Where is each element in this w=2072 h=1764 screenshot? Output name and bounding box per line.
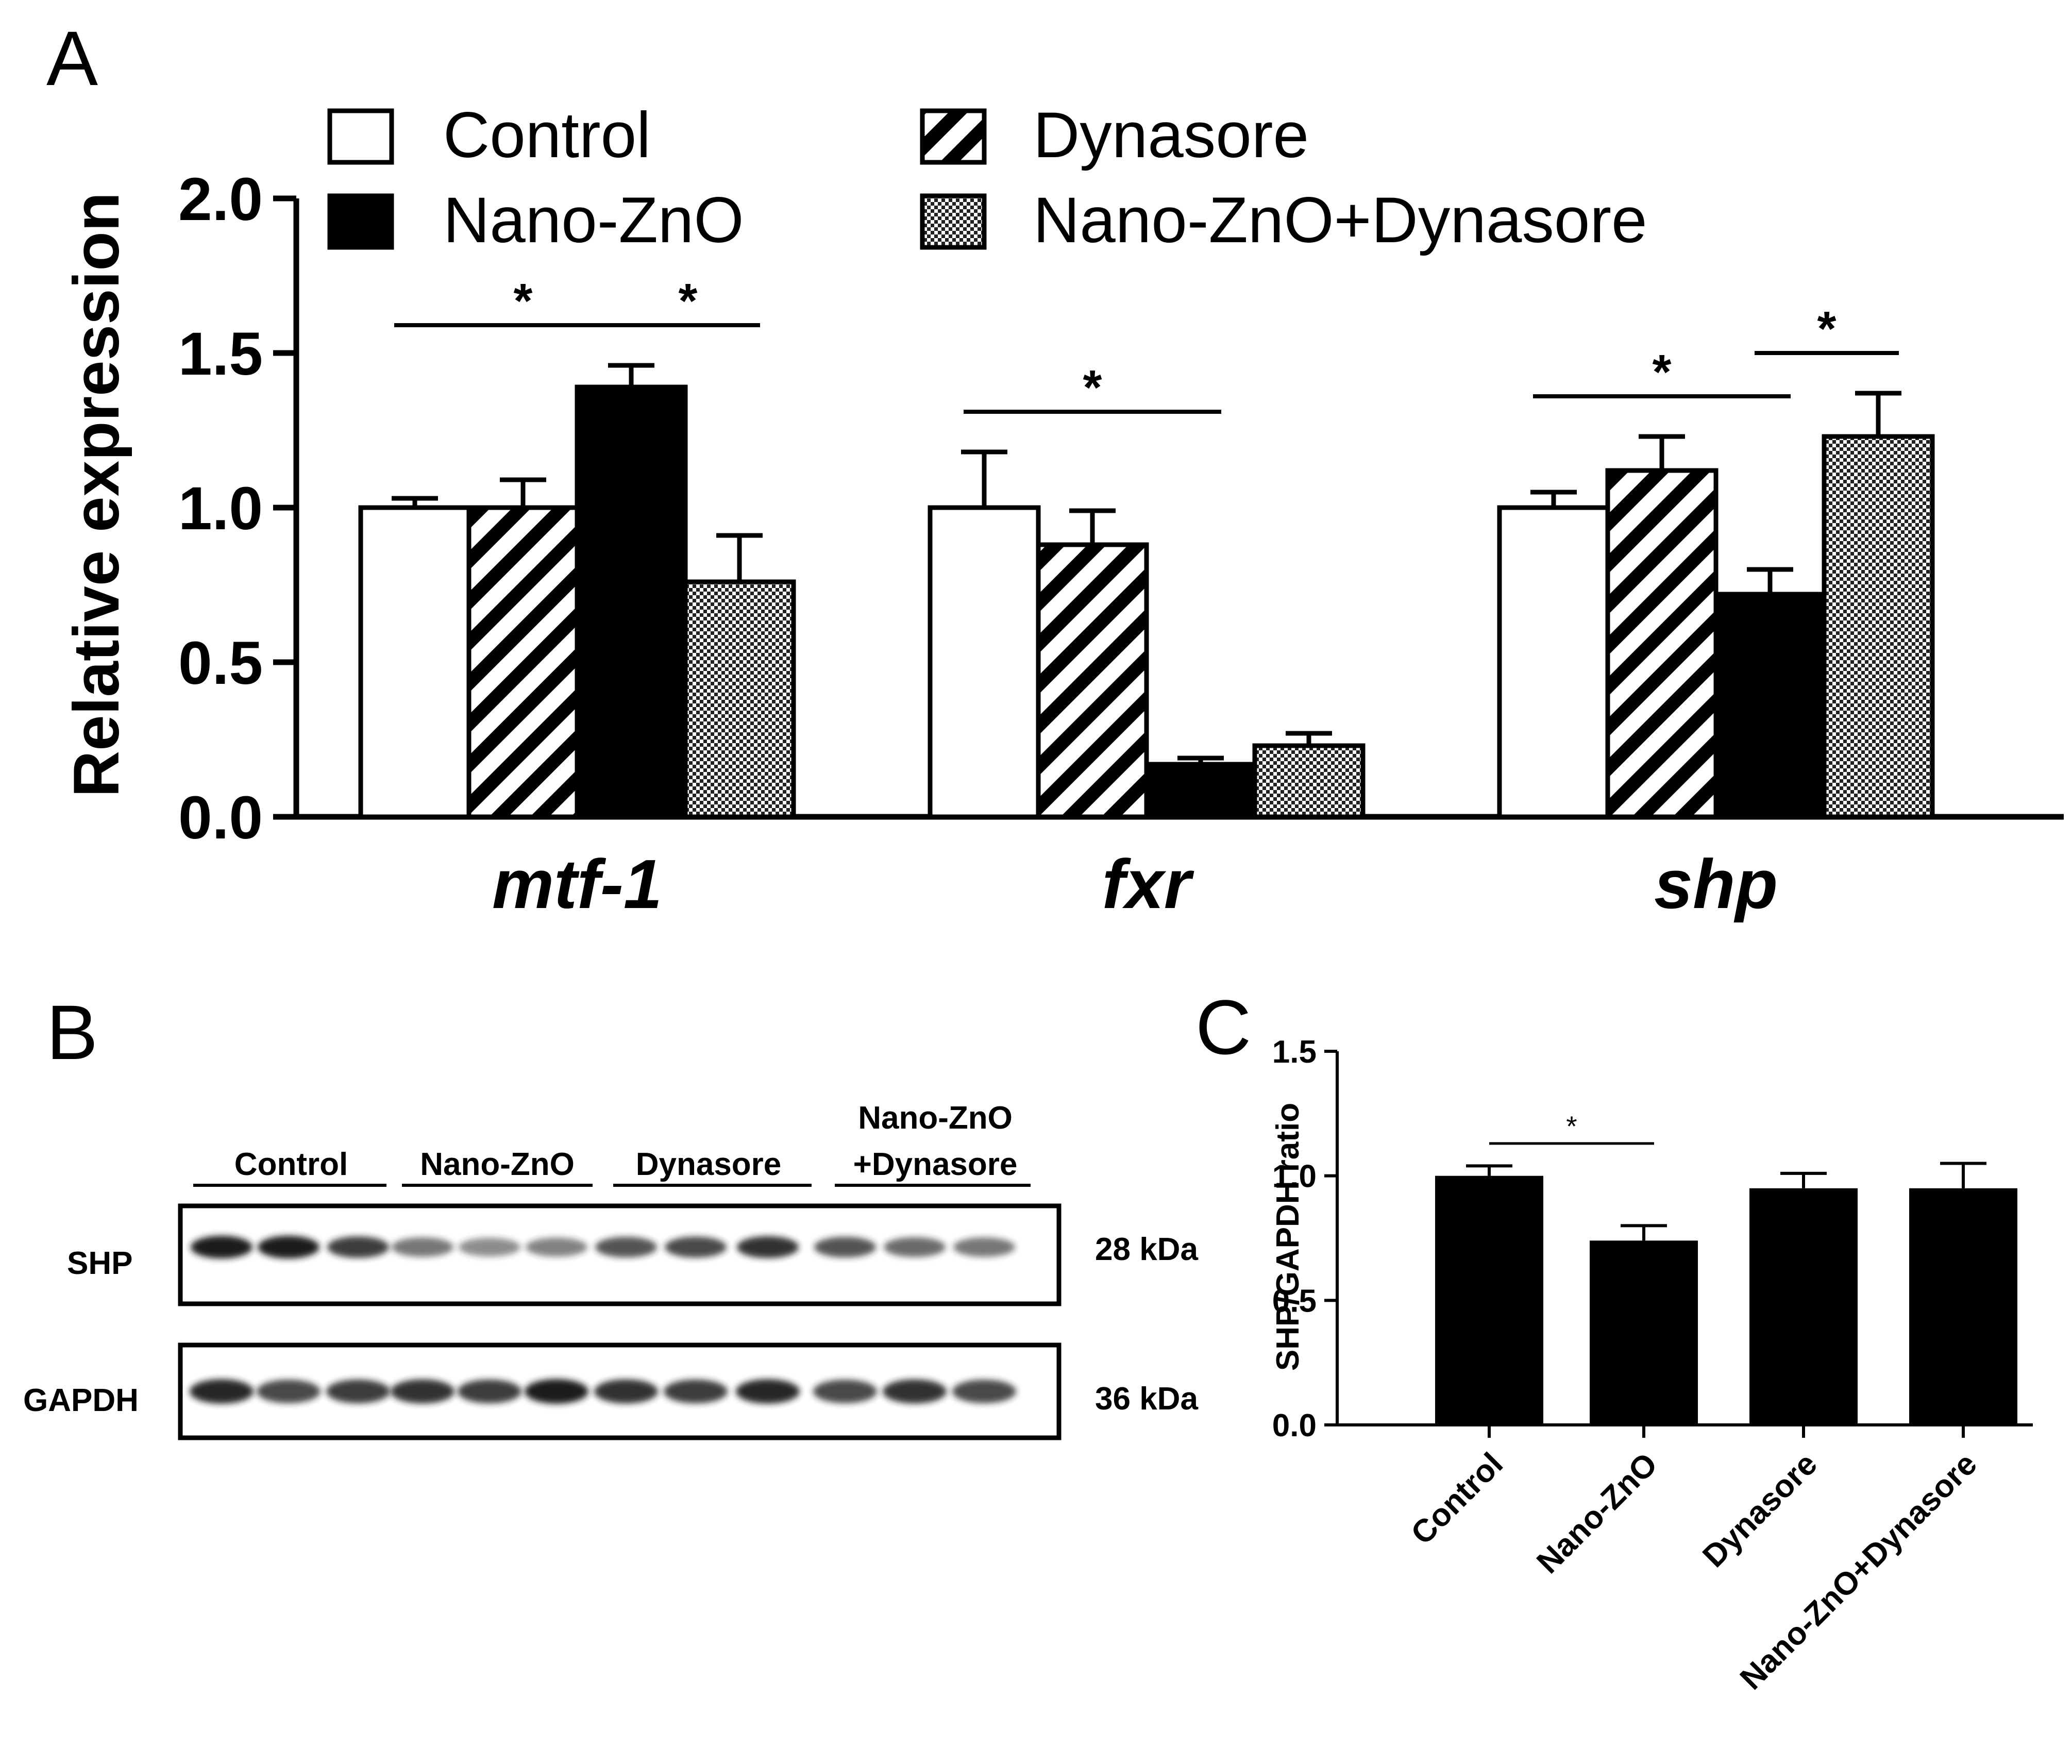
- legend-label-nano-zno-dynasore: Nano-ZnO+Dynasore: [1033, 184, 1647, 256]
- blot-band-gapdh: [391, 1379, 454, 1404]
- bar-fxr-nano-zno-dynasore: [1252, 743, 1366, 819]
- blot-band-gapdh: [813, 1380, 877, 1403]
- panel-a-ytick-label: 1.0: [178, 475, 263, 543]
- significance-star-fxr-1: *: [1083, 360, 1102, 415]
- legend-item-control: Control: [327, 99, 651, 171]
- panel-a-ytick-label: 0.0: [178, 784, 263, 852]
- panel-a-category-fxr: fxr: [1102, 845, 1194, 923]
- legend-swatch-dynasore: [920, 108, 987, 165]
- bar-shp-dynasore: [1605, 468, 1719, 819]
- panel-a-ytick-label: 1.5: [178, 320, 263, 388]
- panel-a-label: A: [46, 15, 98, 102]
- bar-c-control: [1435, 1175, 1543, 1425]
- blot-band-shp: [595, 1237, 657, 1257]
- legend-swatch-control: [327, 108, 394, 165]
- blot-size-gapdh: 36 kDa: [1095, 1381, 1198, 1417]
- blot-band-shp: [665, 1236, 727, 1258]
- blot-band-gapdh: [594, 1379, 658, 1404]
- blot-band-shp: [392, 1237, 453, 1257]
- legend-label-nano-zno: Nano-ZnO: [443, 184, 744, 256]
- blot-group-label-nano-zno-dynasore-2: +Dynasore: [853, 1147, 1018, 1182]
- legend-item-nano-zno: Nano-ZnO: [327, 184, 744, 256]
- significance-star-shp-1: *: [1653, 345, 1672, 399]
- bar-shp-nano-zno-dynasore: [1822, 434, 1935, 819]
- legend-label-control: Control: [443, 99, 651, 171]
- blot-group-label-nano-zno: Nano-ZnO: [420, 1147, 575, 1182]
- panel-a-legend: Control Dynasore Nano-ZnO Nano-ZnO+Dynas…: [327, 99, 1647, 256]
- panel-c-ytick-label: 1.0: [1272, 1159, 1317, 1195]
- significance-star-mtf-1-1: *: [514, 274, 533, 328]
- bar-mtf-1-nano-zno: [575, 384, 688, 819]
- blot-band-gapdh: [458, 1379, 521, 1404]
- bar-c-nano-zno-dynasore: [1909, 1188, 2017, 1425]
- panel-c-category-nano-zno: Nano-ZnO: [1530, 1446, 1664, 1581]
- panel-c-category-control: Control: [1404, 1446, 1510, 1552]
- blot-band-gapdh: [736, 1379, 800, 1404]
- blot-size-shp: 28 kDa: [1095, 1232, 1198, 1267]
- bar-mtf-1-dynasore: [466, 505, 580, 819]
- blot-group-label-dynasore: Dynasore: [636, 1147, 782, 1182]
- bar-fxr-dynasore: [1036, 542, 1149, 819]
- bar-shp-control: [1497, 505, 1610, 819]
- blot-band-gapdh: [190, 1379, 254, 1404]
- bar-c-dynasore: [1749, 1188, 1858, 1425]
- legend-item-nano-zno-dynasore: Nano-ZnO+Dynasore: [920, 184, 1647, 256]
- significance-star-shp-2: *: [1817, 301, 1837, 356]
- panel-c-ytick-label: 0.5: [1272, 1283, 1317, 1319]
- bar-mtf-1-nano-zno-dynasore: [683, 579, 796, 819]
- panel-a-ytick-label: 0.5: [178, 629, 263, 697]
- blot-band-shp: [327, 1236, 389, 1258]
- panel-c-label: C: [1195, 984, 1251, 1070]
- bar-shp-nano-zno: [1713, 592, 1827, 819]
- bar-c-nano-zno: [1590, 1240, 1698, 1425]
- blot-band-shp: [526, 1237, 587, 1257]
- blot-band-shp: [814, 1237, 876, 1257]
- blot-band-gapdh: [664, 1379, 728, 1404]
- blot-band-gapdh: [883, 1379, 947, 1404]
- blot-row-label-gapdh: GAPDH: [23, 1383, 139, 1418]
- blot-band-gapdh: [257, 1380, 321, 1403]
- bar-fxr-control: [928, 505, 1041, 819]
- blot-group-label-nano-zno-dynasore-1: Nano-ZnO: [858, 1100, 1013, 1136]
- panel-c-ylabel: SHP/GAPDH ratio: [1270, 1103, 1306, 1371]
- panel-c-ytick-label: 1.5: [1272, 1034, 1317, 1070]
- panel-b-label: B: [46, 989, 98, 1076]
- blot-band-shp: [258, 1236, 319, 1258]
- blot-band-gapdh: [326, 1379, 390, 1404]
- blot-bands: [190, 1236, 1016, 1404]
- panel-a-chart: 0.0 0.5 1.0 1.5 2.0 mtf-1 fxr shp * * * * *: [178, 165, 2064, 923]
- bar-mtf-1-control: [358, 505, 471, 819]
- legend-swatch-nano-zno: [327, 193, 394, 250]
- panel-c-category-dynasore: Dynasore: [1696, 1446, 1824, 1574]
- blot-band-shp: [459, 1238, 520, 1256]
- blot-band-shp: [884, 1237, 946, 1257]
- blot-band-gapdh: [952, 1380, 1016, 1403]
- blot-band-shp: [737, 1236, 799, 1258]
- panel-b-blot: Control Nano-ZnO Dynasore Nano-ZnO +Dyna…: [23, 1100, 1198, 1440]
- significance-star-mtf-1-2: *: [679, 274, 698, 328]
- panel-c-significance-star: *: [1566, 1110, 1577, 1142]
- blot-group-label-control: Control: [234, 1147, 348, 1182]
- panel-a-category-shp: shp: [1654, 845, 1778, 923]
- panel-a-ylabel: Relative expression: [61, 192, 132, 797]
- blot-row-label-shp: SHP: [67, 1246, 132, 1281]
- legend-label-dynasore: Dynasore: [1033, 99, 1309, 171]
- bar-fxr-nano-zno: [1144, 762, 1257, 819]
- blot-band-shp: [953, 1237, 1015, 1257]
- panel-a-category-mtf-1: mtf-1: [492, 845, 662, 923]
- blot-band-shp: [191, 1236, 252, 1258]
- panel-c-ytick-label: 0.0: [1272, 1408, 1317, 1443]
- blot-band-gapdh: [525, 1379, 588, 1404]
- panel-a-ytick-label: 2.0: [178, 165, 263, 233]
- legend-swatch-nano-zno-dynasore: [920, 193, 987, 250]
- legend-item-dynasore: Dynasore: [920, 99, 1309, 171]
